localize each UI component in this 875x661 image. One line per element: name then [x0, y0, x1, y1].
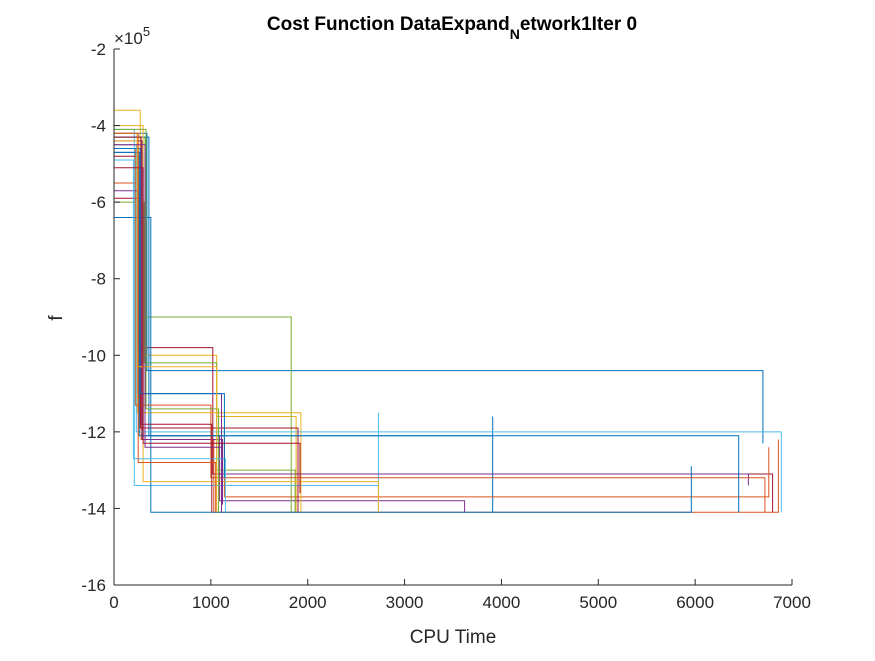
series-layer — [114, 109, 782, 513]
x-tick-label: 3000 — [386, 593, 424, 612]
chart-title-main: Cost Function DataExpand — [267, 14, 510, 35]
ticks-layer: 0 1000 2000 3000 4000 5000 6000 7000 -2 -4 -6 -8 -10… — [81, 40, 810, 612]
y-tick-label: -16 — [81, 576, 106, 595]
chart-title: Cost Function DataExpandNetwork1Iter 0 — [267, 14, 637, 42]
series-line-22 — [114, 148, 225, 478]
series-line-11 — [114, 140, 749, 486]
y-axis-label: f — [46, 315, 67, 321]
y-tick-label: -2 — [91, 40, 106, 59]
y-axis-exponent: ×105 — [114, 24, 150, 48]
x-tick-label: 2000 — [289, 593, 327, 612]
series-line-21 — [114, 136, 213, 513]
x-tick-label: 1000 — [192, 593, 230, 612]
series-line-24 — [114, 140, 218, 513]
series-line-23 — [114, 151, 740, 513]
x-axis-label: CPU Time — [410, 627, 497, 648]
x-tick-label: 5000 — [579, 593, 617, 612]
chart-title-rest: etwork1Iter 0 — [520, 14, 637, 35]
y-tick-label: -14 — [81, 499, 106, 518]
y-tick-label: -10 — [81, 346, 106, 365]
x-tick-label: 6000 — [676, 593, 714, 612]
series-line-17 — [114, 125, 379, 513]
y-tick-label: -4 — [91, 117, 106, 136]
x-tick-label: 0 — [109, 593, 118, 612]
series-line-20 — [114, 159, 226, 513]
series-line-26 — [114, 132, 217, 513]
y-tick-label: -12 — [81, 423, 106, 442]
series-line-12 — [114, 201, 296, 513]
y-axis-exponent-power: 5 — [143, 24, 150, 39]
y-tick-label: -8 — [91, 270, 106, 289]
series-line-27 — [114, 144, 223, 505]
y-tick-label: -6 — [91, 193, 106, 212]
x-tick-label: 7000 — [773, 593, 811, 612]
chart-title-subscript: N — [510, 26, 520, 42]
y-axis-exponent-multiplier: ×10 — [114, 29, 143, 48]
series-line-25 — [114, 167, 301, 494]
series-line-3 — [114, 109, 297, 513]
x-tick-label: 4000 — [483, 593, 521, 612]
axes-layer — [113, 48, 793, 586]
series-line-14 — [114, 197, 299, 513]
